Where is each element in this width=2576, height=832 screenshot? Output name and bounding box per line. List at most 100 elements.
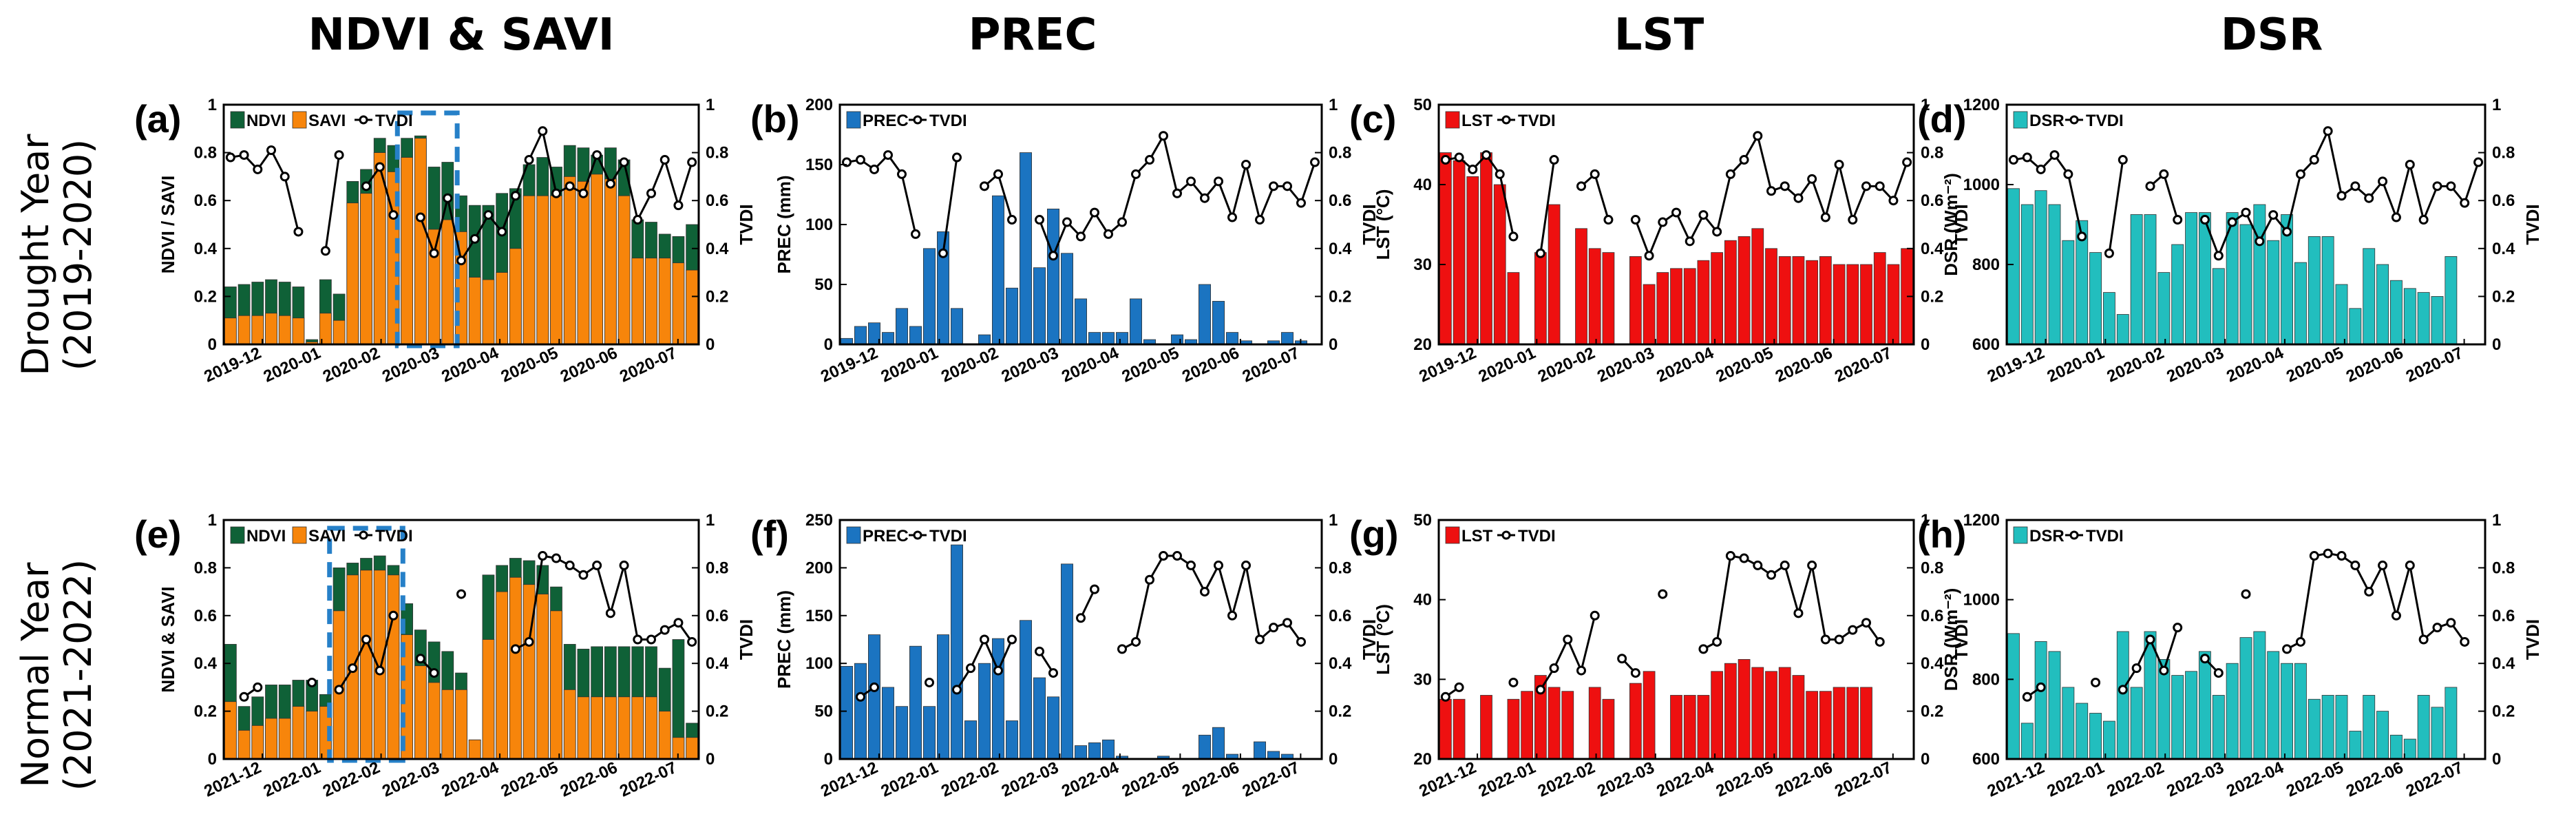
tvdi-point — [2199, 654, 2210, 664]
x-tick-label: 2022-03 — [999, 758, 1062, 801]
tvdi-point — [1848, 625, 1858, 635]
tvdi-point — [1076, 613, 1086, 623]
dsr-bar — [2389, 734, 2403, 760]
tvdi-point — [1440, 155, 1450, 165]
tvdi-point — [334, 685, 344, 695]
lst-bar — [1534, 252, 1547, 345]
dsr-bar — [2308, 236, 2321, 345]
dsr-bar — [2321, 236, 2334, 345]
chart-panels: 00.20.40.60.8100.20.40.60.812019-122020-… — [134, 96, 2543, 801]
axes-frame — [2005, 103, 2487, 346]
tvdi-point — [2336, 551, 2347, 561]
tvdi-point — [1875, 636, 1885, 647]
prec-bar — [951, 308, 964, 345]
prec-bar — [841, 665, 854, 760]
tvdi-point — [1241, 160, 1251, 169]
tvdi-point — [1793, 193, 1804, 203]
dsr-bar — [2321, 695, 2334, 760]
tvdi-point — [1296, 636, 1306, 647]
panel-label: (d) — [1917, 97, 1967, 141]
tvdi-point — [659, 155, 670, 165]
dsr-bar — [2281, 663, 2294, 760]
y-tick-label: 1200 — [1963, 511, 2000, 530]
tvdi-point — [1739, 553, 1749, 563]
tvdi-point — [388, 210, 399, 220]
savi-bar — [346, 202, 359, 345]
tvdi-point — [1861, 181, 1871, 191]
tvdi-point — [2213, 668, 2224, 678]
tvdi-point — [993, 169, 1003, 179]
tvdi-point — [897, 169, 907, 179]
tvdi-point — [225, 152, 235, 163]
tvdi-point — [2391, 610, 2401, 621]
panel-f: 05010015020025000.20.40.60.812021-122022… — [750, 511, 1380, 801]
y2-axis-label: TVDI — [1951, 619, 1972, 660]
lst-bar — [1548, 204, 1561, 345]
x-tick-label: 2020-01 — [261, 344, 324, 386]
savi-bar — [591, 174, 604, 345]
dsr-bar — [2102, 720, 2115, 760]
tvdi-point — [1834, 160, 1844, 169]
lst-bar — [1819, 691, 1832, 760]
tvdi-point — [2173, 215, 2183, 225]
lst-bar — [1480, 695, 1492, 760]
tvdi-point — [2446, 181, 2456, 191]
dsr-bar — [2267, 240, 2280, 345]
tvdi-point — [2131, 663, 2142, 674]
y2-tick-label: 0.2 — [1921, 703, 1943, 721]
tvdi-point — [592, 150, 602, 160]
y-tick-label: 50 — [1413, 96, 1432, 114]
x-tick-label: 2020-03 — [2164, 344, 2226, 386]
panel-h: 6008001000120000.20.40.60.812021-122022-… — [1917, 511, 2543, 801]
x-tick-label: 2020-05 — [1119, 344, 1182, 386]
tvdi-point — [2159, 665, 2169, 676]
tvdi-point — [2213, 251, 2224, 261]
y2-tick-label: 1 — [1329, 96, 1338, 114]
x-tick-label: 2020-07 — [617, 344, 679, 386]
tvdi-point — [883, 150, 893, 160]
tvdi-point — [456, 256, 466, 266]
lst-bar — [1466, 176, 1479, 345]
y-tick-label: 150 — [805, 156, 833, 174]
y2-tick-label: 1 — [1921, 96, 1930, 114]
x-tick-label: 2022-05 — [498, 758, 561, 801]
savi-bar — [292, 706, 305, 760]
tvdi-point — [1549, 155, 1559, 165]
dsr-bar — [2308, 698, 2321, 760]
dsr-bar — [2431, 295, 2444, 345]
savi-bar — [360, 193, 372, 345]
savi-bar — [536, 195, 549, 345]
tvdi-point — [483, 210, 494, 220]
lst-bar — [1683, 268, 1696, 345]
tvdi-line — [2286, 552, 2466, 650]
tvdi-point — [524, 155, 534, 165]
dsr-bar — [2116, 631, 2129, 760]
y2-tick-label: 0.6 — [706, 191, 728, 210]
dsr-bar — [2349, 308, 2362, 345]
tvdi-point — [1698, 210, 1709, 220]
tvdi-point — [2173, 623, 2183, 633]
dsr-bar — [2007, 188, 2020, 345]
y2-axis-label: TVDI — [736, 619, 757, 660]
x-tick-label: 2022-05 — [2283, 758, 2346, 801]
savi-bar — [591, 696, 604, 760]
tvdi-point — [1200, 587, 1210, 597]
tvdi-point — [2378, 176, 2388, 187]
x-tick-label: 2022-07 — [1832, 758, 1894, 801]
lst-bar — [1697, 260, 1710, 345]
tvdi-point — [856, 155, 865, 165]
tvdi-point — [253, 682, 263, 692]
dsr-bar — [2267, 651, 2280, 760]
dsr-bar — [2389, 280, 2403, 345]
tvdi-point — [1861, 618, 1871, 628]
prec-bar — [992, 195, 1005, 345]
tvdi-point — [1725, 169, 1735, 179]
tvdi-point — [538, 126, 548, 136]
y2-tick-label: 0.4 — [706, 240, 729, 258]
legend-swatch-savi — [292, 526, 307, 544]
tvdi-point — [578, 570, 589, 580]
dsr-bar — [2335, 284, 2348, 345]
lst-bar — [1860, 687, 1872, 760]
y-tick-label: 0.8 — [194, 144, 217, 163]
prec-bar — [1088, 742, 1101, 760]
